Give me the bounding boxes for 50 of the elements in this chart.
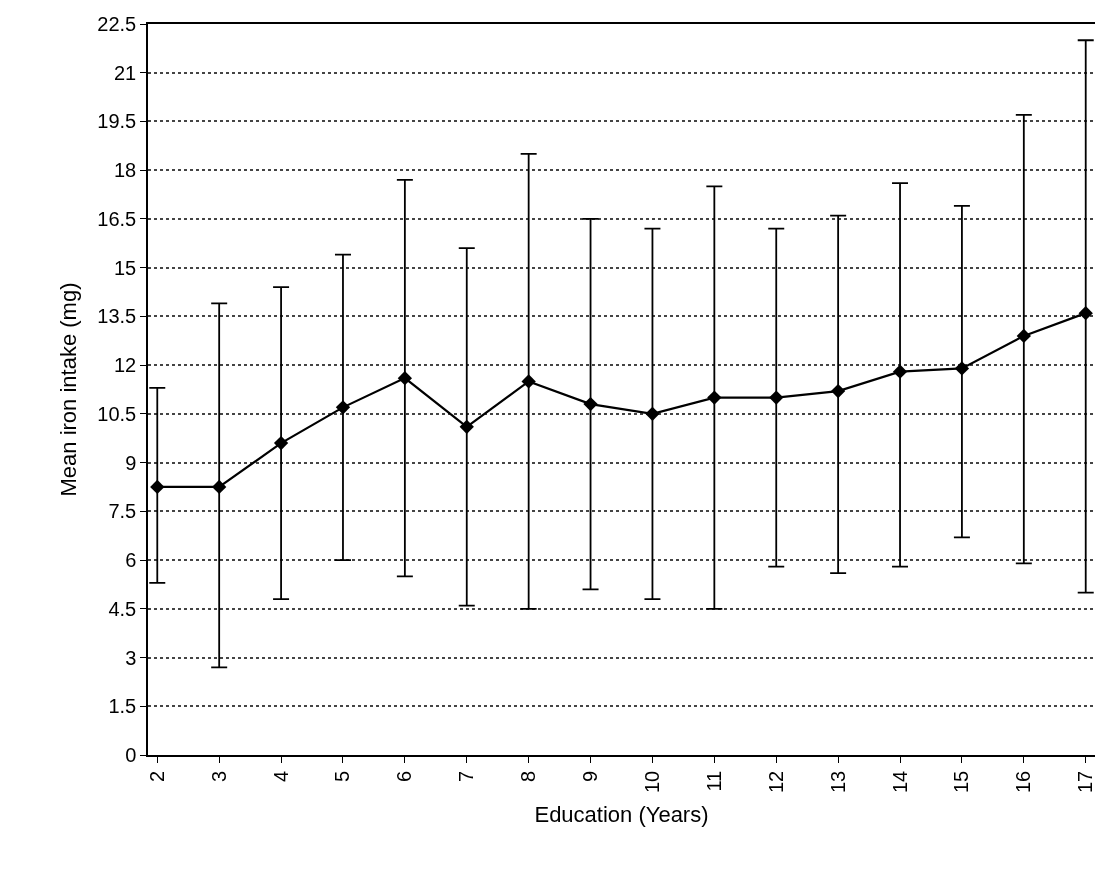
point [707,390,722,405]
x-tick-label: 10 [640,770,663,793]
y-tick-label: 1.5 [108,695,137,718]
y-tick-label: 22.5 [97,13,137,35]
y-tick-label: 3 [125,646,137,669]
point [830,383,846,399]
point [273,435,289,451]
x-tick-label: 12 [764,770,787,793]
x-tick-label: 9 [579,770,602,782]
y-tick-label: 6 [125,549,137,572]
point [212,479,227,495]
y-tick-label: 15 [114,256,137,279]
x-tick-label: 7 [455,770,478,782]
x-tick-label: 6 [393,770,416,782]
x-tick-label: 16 [1012,770,1035,793]
point [1016,328,1031,344]
x-tick-label: 4 [269,770,292,782]
y-axis-title: Mean iron intake (mg) [55,282,81,497]
point [769,390,784,405]
point [335,400,351,415]
x-tick-label: 15 [950,770,973,793]
y-tick-label: 18 [114,159,137,182]
y-tick-label: 21 [114,61,137,84]
y-tick-label: 16.5 [97,207,137,230]
point [583,396,598,412]
x-tick-label: 14 [888,770,911,793]
x-tick-label: 17 [1074,770,1097,793]
y-tick-label: 19.5 [97,110,137,133]
point [521,374,536,389]
x-tick-label: 5 [331,770,354,782]
y-tick-label: 9 [125,451,137,474]
y-tick-label: 7.5 [108,500,137,523]
x-tick-label: 11 [702,770,725,792]
point [459,419,474,435]
point [397,370,413,386]
x-tick-label: 3 [207,770,230,782]
x-tick-label: 13 [826,770,849,793]
x-tick-label: 2 [145,770,168,782]
x-axis-title: Education (Years) [534,802,709,828]
y-tick-label: 10.5 [97,402,137,425]
x-tick-label: 8 [517,770,540,782]
point [954,361,970,376]
y-tick-label: 12 [114,354,137,377]
point [892,364,908,379]
y-tick-label: 13.5 [97,305,137,328]
y-tick-label: 4.5 [108,597,137,620]
point [645,406,660,422]
point [150,479,165,495]
point [1078,306,1093,321]
y-tick-label: 0 [125,744,137,766]
